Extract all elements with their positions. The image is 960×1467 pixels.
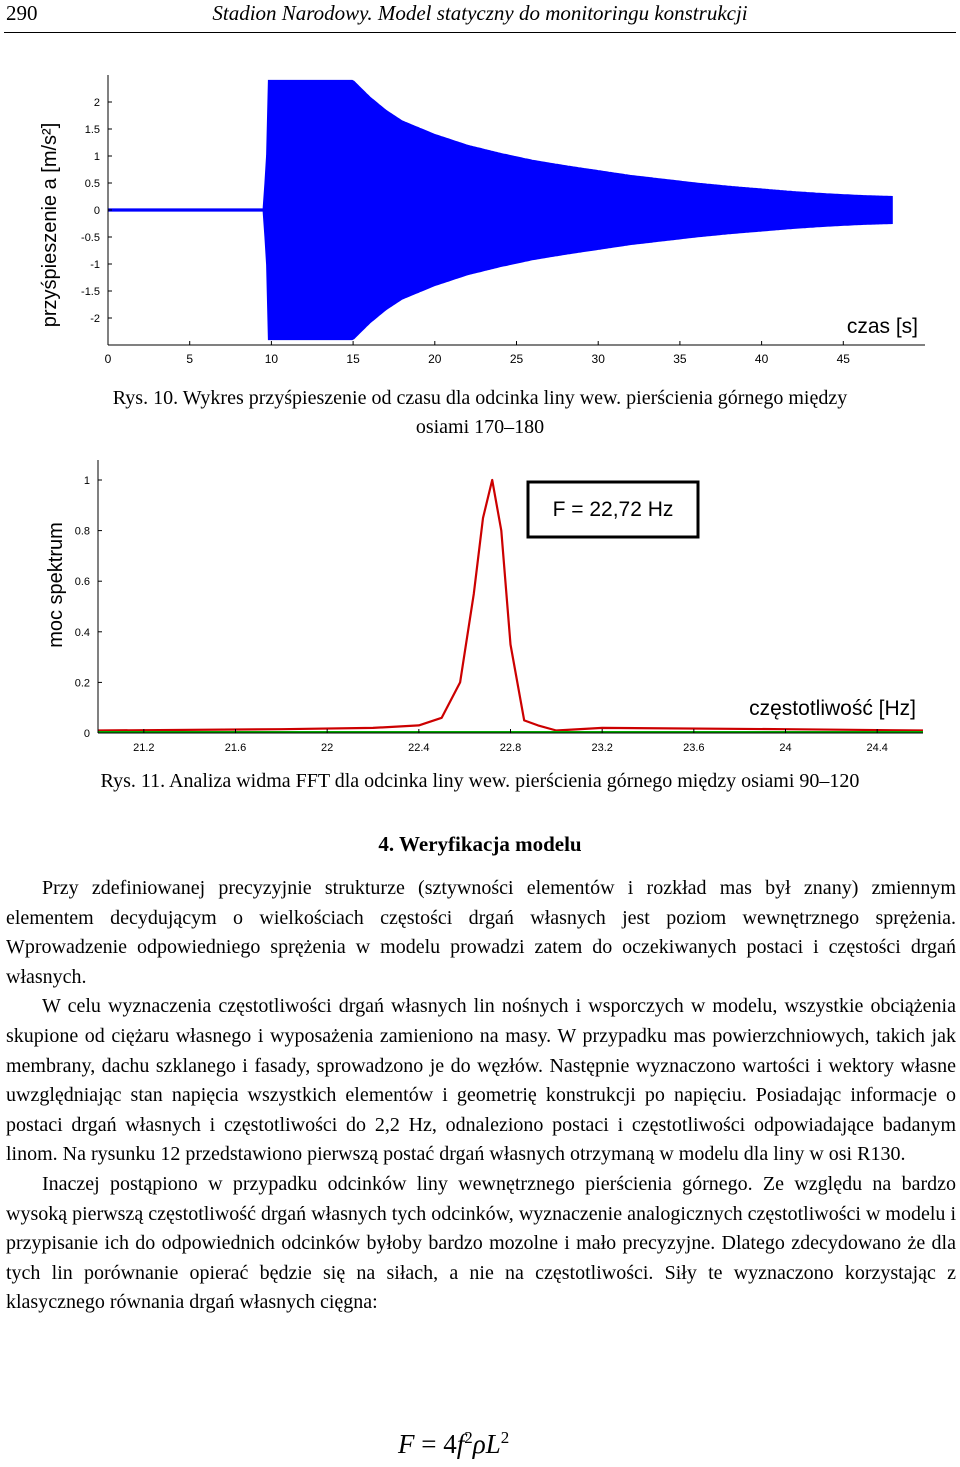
fig11-ytick-label: 0.4: [75, 627, 90, 639]
fig11-caption: Rys. 11. Analiza widma FFT dla odcinka l…: [100, 770, 860, 792]
running-title: Stadion Narodowy. Model statyczny do mon…: [212, 1, 748, 25]
formula-coef: 4: [443, 1429, 457, 1459]
formula-lhs: F: [398, 1429, 415, 1459]
fig10-xtick-label: 0: [105, 352, 112, 366]
fig11-ytick-label: 0.6: [75, 576, 90, 588]
fig10-signal-envelope: [107, 79, 893, 341]
fig11-xtick-label: 21.6: [225, 742, 246, 754]
fig11-ytick-label: 0.2: [75, 677, 90, 689]
formula-exp2: 2: [500, 1428, 510, 1447]
formula-rho: ρ: [472, 1429, 486, 1459]
paragraph-3: Inaczej postąpiono w przypadku odcinków …: [6, 1172, 956, 1314]
fig10-xtick-label: 35: [673, 352, 687, 366]
fig10-xtick-label: 30: [592, 352, 606, 366]
figure-10-chart: 21.510.50-0.5-1-1.5-20 5 10 15 20 25 30 35 40 45 …: [39, 75, 925, 366]
fig11-xtick-label: 23.6: [683, 742, 704, 754]
fig11-annotation: F = 22,72 Hz: [553, 498, 674, 521]
formula-eq: =: [421, 1429, 437, 1459]
fig11-series-0: [97, 478, 924, 732]
fig10-ytick-label: 0.5: [85, 178, 100, 190]
fig11-xlabel: częstotliwość [Hz]: [749, 697, 916, 720]
formula-exp1: 2: [464, 1428, 473, 1447]
section-body: Przy zdefiniowanej precyzyjnie strukturz…: [6, 874, 956, 1318]
fig10-ytick-label: -1: [90, 259, 100, 271]
fig10-ytick-label: 1.5: [85, 124, 100, 136]
fig10-ylabel: przyśpieszenie a [m/s²]: [39, 123, 61, 328]
fig11-ytick-label: 0.8: [75, 526, 90, 538]
fig11-xtick-label: 21.2: [133, 742, 154, 754]
paragraph-2: W celu wyznaczenia częstotliwości drgań …: [6, 995, 956, 1166]
fig10-ytick-label: -1.5: [81, 286, 100, 298]
figure-11-chart: 1 0.8 0.6 0.4 0.2 0 21.2 21.6 22 22.4 22.8 23.2 23.6…: [45, 460, 924, 754]
page-number: 290: [6, 1, 38, 25]
fig10-xtick-label: 15: [346, 352, 360, 366]
fig10-caption-line1: Rys. 10. Wykres przyśpieszenie od czasu …: [112, 387, 848, 409]
fig11-ytick-label: 0: [84, 728, 90, 740]
fig11-xtick-label: 22.4: [408, 742, 429, 754]
formula: F = 4f2ρL2: [398, 1428, 509, 1460]
fig11-xtick-label: 22.8: [500, 742, 521, 754]
fig10-ytick-label: -0.5: [81, 232, 100, 244]
fig10-ytick-label: 1: [94, 151, 100, 163]
fig10-xtick-label: 20: [428, 352, 442, 366]
fig11-xtick-label: 23.2: [591, 742, 612, 754]
section-heading: 4. Weryfikacja modelu: [378, 832, 582, 856]
fig10-caption-line2: osiami 170–180: [415, 416, 545, 438]
fig11-xtick-label: 24.4: [866, 742, 887, 754]
header-rule: [4, 32, 956, 33]
fig10-ytick-label: 2: [94, 97, 100, 109]
fig10-xlabel: czas [s]: [847, 315, 918, 338]
fig10-xtick-label: 10: [265, 352, 279, 366]
formula-L: L: [485, 1429, 501, 1459]
fig10-ytick-label: -2: [90, 313, 100, 325]
fig11-xtick-label: 22: [321, 742, 333, 754]
fig11-ytick-label: 1: [84, 475, 90, 487]
fig10-xtick-label: 25: [510, 352, 524, 366]
fig10-xtick-label: 5: [186, 352, 193, 366]
formula-f: f: [456, 1429, 465, 1459]
fig11-ylabel: moc spektrum: [45, 522, 67, 648]
paragraph-1: Przy zdefiniowanej precyzyjnie strukturz…: [6, 877, 956, 988]
fig11-annotation-box: [526, 480, 700, 539]
fig11-xtick-label: 24: [779, 742, 791, 754]
fig10-ytick-label: 0: [94, 205, 100, 217]
fig10-xtick-label: 45: [837, 352, 851, 366]
fig10-xtick-label: 40: [755, 352, 769, 366]
